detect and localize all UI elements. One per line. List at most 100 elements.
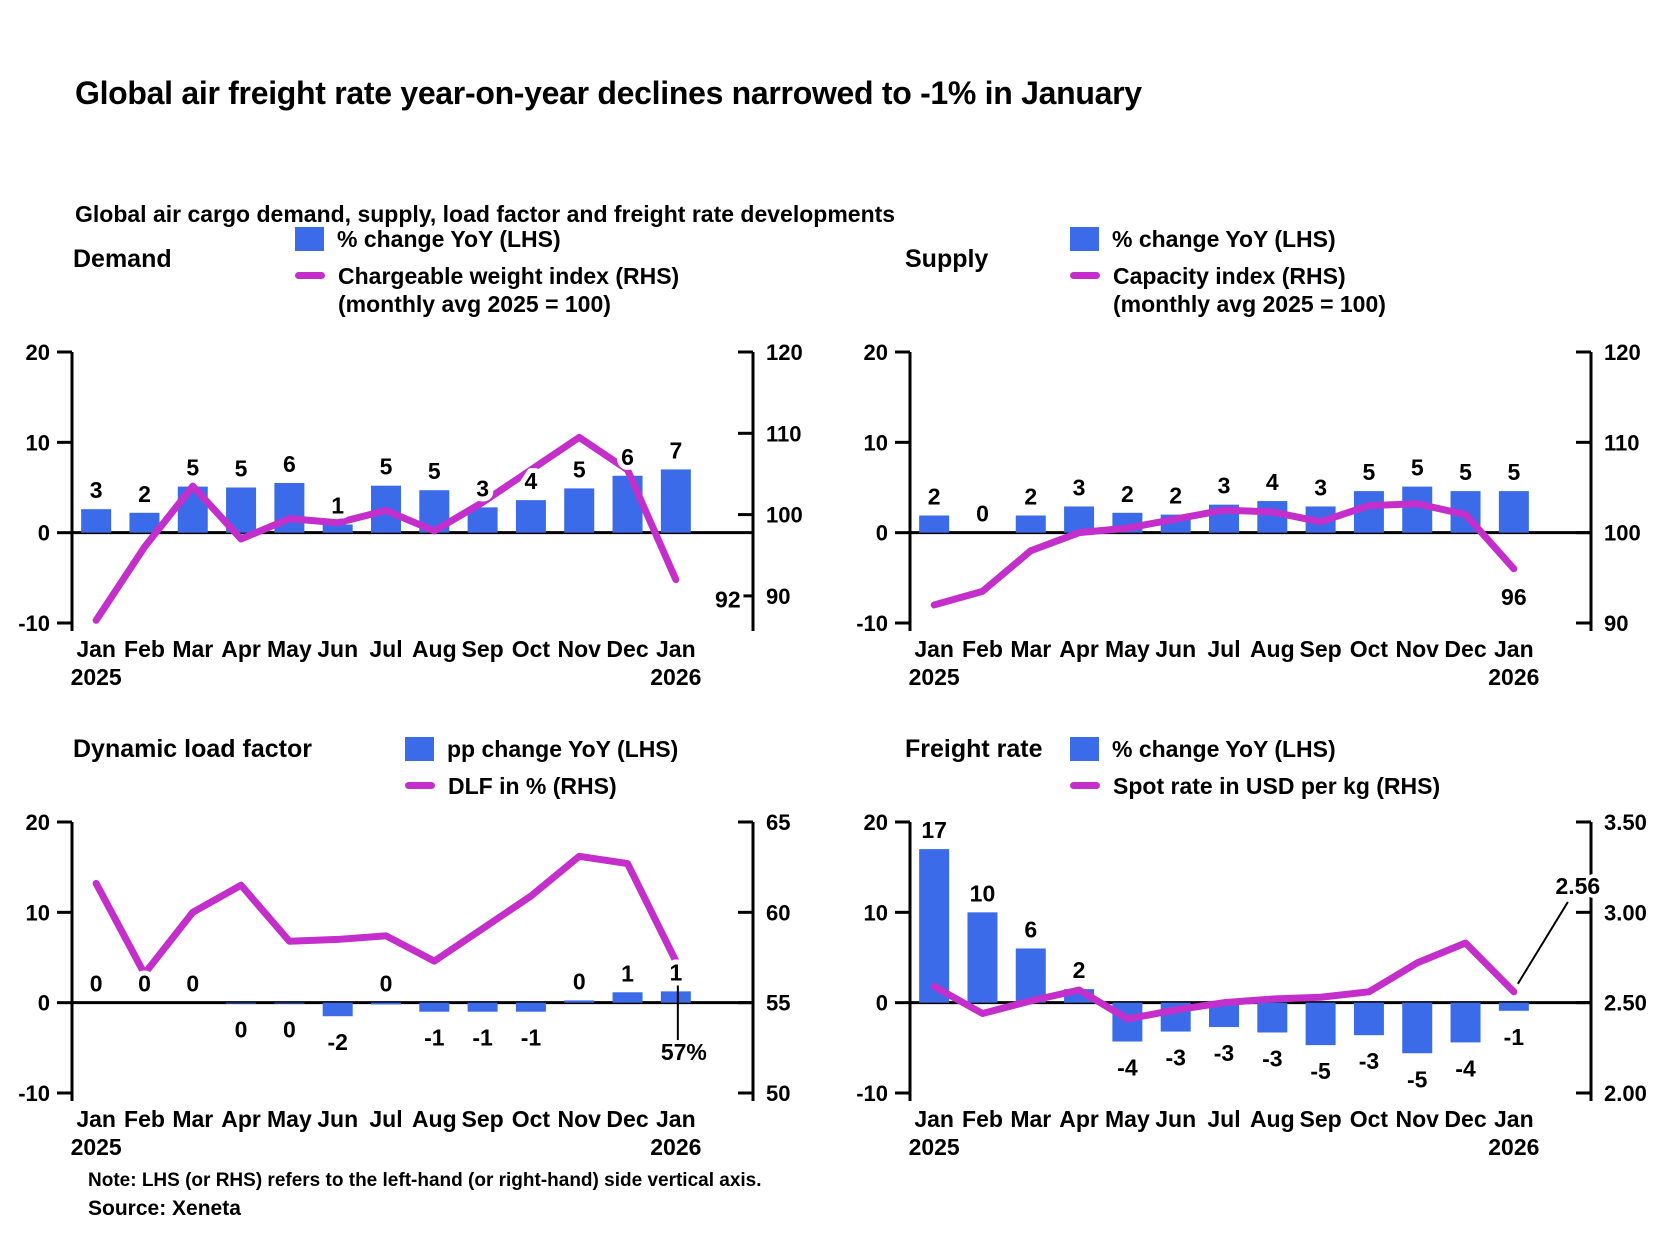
bar-label: -5 [1310, 1058, 1331, 1084]
bar-label: -1 [521, 1025, 542, 1051]
bar [612, 992, 643, 1003]
panel-title-supply: Supply [905, 245, 989, 273]
legend-item: % change YoY (LHS) [295, 225, 679, 253]
bar [1498, 1002, 1529, 1011]
month-label: Mar [172, 636, 213, 662]
left-tick-label: 20 [26, 810, 50, 835]
bar [322, 1002, 353, 1017]
right-tick-label: 2.00 [1604, 1081, 1647, 1106]
line-end-label: 96 [1501, 584, 1527, 610]
bar-label: 1 [331, 493, 344, 519]
trend-line [930, 500, 1518, 609]
bar [81, 509, 112, 533]
legend-item: Capacity index (RHS) (monthly avg 2025 =… [1070, 262, 1386, 318]
bar-swatch-icon [295, 227, 324, 251]
panel-demand: Demand % change YoY (LHS) Chargeable wei… [0, 225, 820, 695]
month-label: Feb [124, 1106, 165, 1132]
bar-label: -1 [472, 1025, 493, 1051]
bar [967, 912, 998, 1003]
left-tick-label: 20 [26, 340, 50, 365]
left-tick-label: 0 [38, 991, 50, 1016]
year-label: 2026 [1488, 664, 1539, 690]
bar [322, 524, 353, 533]
bar [274, 1002, 305, 1004]
month-label: Jul [369, 636, 402, 662]
month-label: Jul [1207, 1106, 1240, 1132]
legend-freight-rate: % change YoY (LHS) Spot rate in USD per … [1070, 735, 1440, 800]
bar-label: -3 [1262, 1045, 1282, 1071]
legend-supply: % change YoY (LHS) Capacity index (RHS) … [1070, 225, 1386, 318]
month-label: May [267, 1106, 312, 1132]
bar [1015, 515, 1046, 533]
bar-label: 5 [1459, 459, 1472, 485]
right-tick-label: 90 [766, 584, 790, 609]
bar [467, 1002, 498, 1012]
figure-subtitle: Global air cargo demand, supply, load fa… [75, 201, 896, 228]
left-tick-label: 10 [864, 430, 888, 455]
bar [419, 1002, 450, 1012]
bar [660, 991, 691, 1003]
line-end-label: 57% [661, 1039, 707, 1065]
month-label: May [1105, 1106, 1150, 1132]
legend-item: % change YoY (LHS) [1070, 225, 1386, 253]
left-tick-label: 20 [864, 340, 888, 365]
month-label: Apr [221, 1106, 261, 1132]
right-tick-label: 2.50 [1604, 991, 1647, 1016]
bar-label: 0 [235, 1017, 248, 1043]
left-tick-label: 10 [26, 900, 50, 925]
month-label: Mar [172, 1106, 213, 1132]
legend-item: % change YoY (LHS) [1070, 735, 1440, 763]
month-label: Nov [1396, 1106, 1440, 1132]
month-label: Nov [1396, 636, 1440, 662]
bar [660, 469, 691, 533]
bar-label: 5 [1363, 459, 1376, 485]
panel-title-dynamic-load-factor: Dynamic load factor [73, 735, 312, 763]
month-label: Jul [1207, 636, 1240, 662]
bar-label: 2 [928, 484, 941, 510]
month-label: Mar [1010, 1106, 1051, 1132]
bar [1450, 1002, 1481, 1043]
legend-item: pp change YoY (LHS) [405, 735, 678, 763]
month-label: Aug [1250, 636, 1295, 662]
right-tick-label: 90 [1604, 611, 1628, 636]
month-label: Jun [1155, 1106, 1196, 1132]
bar-label: 3 [476, 475, 489, 501]
bar-label: 2 [1024, 484, 1037, 510]
month-label: Sep [462, 1106, 504, 1132]
left-tick-label: -10 [856, 611, 888, 636]
line-swatch-icon [1070, 782, 1100, 789]
bar-label: 0 [380, 971, 393, 997]
month-label: Apr [1059, 636, 1099, 662]
bar-label: 0 [186, 971, 199, 997]
bar-label: 4 [1266, 469, 1279, 495]
month-label: Jul [369, 1106, 402, 1132]
month-label: Jan [1494, 636, 1534, 662]
bar [1498, 491, 1529, 533]
year-label: 2026 [650, 1134, 701, 1160]
panel-supply: Supply % change YoY (LHS) Capacity index… [838, 225, 1658, 695]
legend-label: Chargeable weight index (RHS) (monthly a… [338, 263, 680, 317]
legend-label: % change YoY (LHS) [337, 226, 561, 252]
bar-label: 0 [90, 971, 103, 997]
right-tick-label: 3.50 [1604, 810, 1647, 835]
month-label: Nov [558, 1106, 602, 1132]
bar [564, 1000, 595, 1003]
bar-label: 3 [1218, 473, 1231, 499]
month-label: Feb [962, 636, 1003, 662]
month-label: Oct [1350, 636, 1389, 662]
right-tick-label: 3.00 [1604, 900, 1647, 925]
month-label: Oct [512, 1106, 551, 1132]
right-tick-label: 120 [766, 340, 803, 365]
bar [1402, 1002, 1433, 1054]
month-label: May [1105, 636, 1150, 662]
legend-item: DLF in % (RHS) [405, 772, 678, 800]
month-label: Mar [1010, 636, 1051, 662]
bar [919, 515, 950, 533]
right-tick-label: 110 [1604, 430, 1640, 455]
bar-label: 4 [525, 468, 538, 494]
bar-label: 5 [235, 456, 248, 482]
bar-label: 1 [669, 959, 682, 985]
right-tick-label: 65 [766, 810, 790, 835]
legend-dynamic-load-factor: pp change YoY (LHS) DLF in % (RHS) [405, 735, 678, 800]
